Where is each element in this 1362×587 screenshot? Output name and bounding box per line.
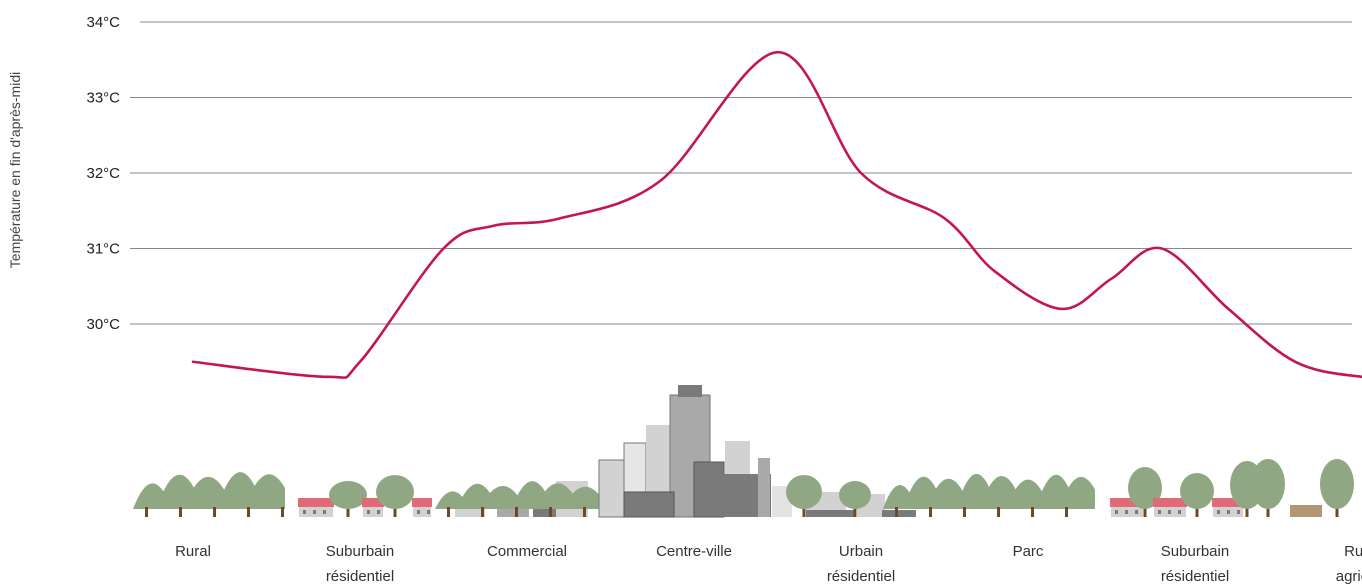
building-icon: [623, 491, 675, 518]
building-icon: [598, 459, 625, 518]
building-icon: [693, 461, 725, 518]
category-label: Parc: [1013, 543, 1044, 560]
farm-field-icon: [1290, 505, 1322, 517]
y-tick-label: 31°C: [86, 241, 120, 258]
tree-grove-icon: [435, 481, 600, 517]
tree-icon: [329, 481, 367, 517]
house-icon: [1153, 498, 1187, 517]
category-label: Ruralagricole: [1336, 543, 1362, 585]
tree-icon: [786, 475, 822, 517]
y-axis-ticks: 34°C 33°C 32°C 31°C 30°C: [86, 14, 120, 333]
category-label: Centre-ville: [656, 543, 732, 560]
category-label: Suburbain résidentiel: [1161, 543, 1229, 585]
city-skyline-illustration: [133, 385, 1354, 518]
building-icon: [678, 385, 702, 397]
tree-icon: [1180, 473, 1214, 517]
tree-icon: [1251, 459, 1285, 517]
y-tick-label: 33°C: [86, 90, 120, 107]
category-label: Commercial: [487, 543, 567, 560]
gridlines: [130, 21, 1352, 325]
y-tick-label: 30°C: [86, 316, 120, 333]
y-tick-label: 34°C: [86, 14, 120, 31]
house-icon: [412, 498, 432, 517]
house-icon: [1110, 498, 1144, 517]
category-labels: Rural Suburbain résidentiel Commercial Centr…: [175, 543, 1362, 585]
building-icon: [806, 510, 856, 517]
tree-icon: [839, 481, 871, 517]
house-icon: [1212, 498, 1244, 517]
tree-grove-icon: [133, 472, 285, 517]
y-axis-label: Température en fin d'après-midi: [7, 72, 23, 268]
category-label: Rural: [175, 543, 211, 560]
temperature-line: [191, 50, 1362, 379]
house-icon: [298, 498, 334, 517]
tree-icon: [376, 475, 414, 517]
category-label: Urbain résidentiel: [827, 543, 895, 585]
category-label: Suburbain résidentiel: [326, 543, 394, 585]
building-icon: [758, 458, 770, 517]
y-tick-label: 32°C: [86, 165, 120, 182]
tree-grove-icon: [883, 473, 1095, 517]
building-icon: [882, 510, 916, 517]
house-icon: [362, 498, 384, 517]
tree-icon: [1320, 459, 1354, 517]
